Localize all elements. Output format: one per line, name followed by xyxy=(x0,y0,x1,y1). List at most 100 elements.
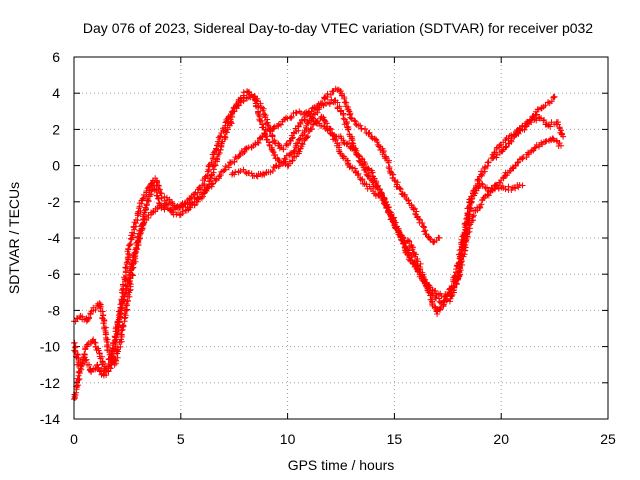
trace-marker xyxy=(352,121,359,128)
trace-marker xyxy=(514,159,521,166)
trace-marker xyxy=(221,167,228,174)
trace-marker xyxy=(194,189,201,196)
trace-marker xyxy=(461,232,468,239)
trace-marker xyxy=(72,347,79,354)
trace-marker xyxy=(340,139,347,146)
x-tick-label: 0 xyxy=(70,431,78,447)
y-tick-label: -14 xyxy=(40,411,60,427)
trace-marker xyxy=(491,149,498,156)
data-point xyxy=(293,153,300,160)
trace-marker xyxy=(223,129,230,136)
trace-marker xyxy=(437,304,444,311)
trace-marker xyxy=(492,181,499,188)
y-tick-label: 0 xyxy=(52,158,60,174)
data-point xyxy=(412,263,419,270)
trace-marker xyxy=(196,185,203,192)
trace-marker xyxy=(371,177,378,184)
trace-marker xyxy=(132,252,139,259)
x-tick-label: 20 xyxy=(493,431,509,447)
trace-marker xyxy=(308,115,315,122)
data-point xyxy=(551,93,558,100)
trace-marker xyxy=(406,238,413,245)
trace-marker xyxy=(521,126,528,133)
trace-marker xyxy=(225,164,232,171)
trace-marker xyxy=(73,315,80,322)
trace-marker xyxy=(376,143,383,150)
trace-marker xyxy=(276,162,283,169)
trace-marker xyxy=(131,249,138,256)
trace-marker xyxy=(505,135,512,142)
trace-marker xyxy=(427,235,434,242)
trace-marker xyxy=(231,158,238,165)
trace-marker xyxy=(412,210,419,217)
trace-marker xyxy=(107,360,114,367)
trace-marker xyxy=(417,260,424,267)
trace-marker xyxy=(465,211,472,218)
trace-marker xyxy=(288,113,295,120)
trace-marker xyxy=(113,357,120,364)
trace-marker xyxy=(411,251,418,258)
trace-marker xyxy=(547,123,554,130)
trace-marker xyxy=(86,361,93,368)
trace-marker xyxy=(359,177,366,184)
data-point xyxy=(370,187,377,194)
trace-marker xyxy=(309,114,316,121)
trace-marker xyxy=(127,240,134,247)
y-tick-label: -6 xyxy=(48,266,61,282)
trace-marker xyxy=(84,341,91,348)
trace-marker xyxy=(533,117,540,124)
y-tick-label: -12 xyxy=(40,375,60,391)
trace-marker xyxy=(143,188,150,195)
trace-marker xyxy=(324,90,331,97)
trace-marker xyxy=(384,204,391,211)
data-point xyxy=(246,169,253,176)
data-point xyxy=(254,173,261,180)
trace-marker xyxy=(347,114,354,121)
x-axis-title: GPS time / hours xyxy=(288,457,395,473)
trace-marker xyxy=(85,314,92,321)
trace-marker xyxy=(290,148,297,155)
trace-marker xyxy=(550,136,557,143)
trace-marker xyxy=(176,212,183,219)
trace-marker xyxy=(351,117,358,124)
data-point xyxy=(94,361,101,368)
trace-marker xyxy=(269,167,276,174)
trace-marker xyxy=(288,114,295,121)
trace-marker xyxy=(289,157,296,164)
trace-marker xyxy=(397,186,404,193)
trace-marker xyxy=(556,139,563,146)
trace-marker xyxy=(229,108,236,115)
trace-marker xyxy=(310,110,317,117)
trace-marker xyxy=(321,95,328,102)
trace-marker xyxy=(522,124,529,131)
trace-marker xyxy=(531,145,538,152)
trace-marker xyxy=(114,354,121,361)
trace-marker xyxy=(355,170,362,177)
trace-marker xyxy=(232,103,239,110)
trace-marker xyxy=(145,198,152,205)
trace-marker xyxy=(542,138,549,145)
trace-marker xyxy=(191,190,198,197)
trace-marker xyxy=(420,223,427,230)
data-points xyxy=(71,85,567,403)
trace-marker xyxy=(205,162,212,169)
trace-marker xyxy=(467,201,474,208)
trace-marker xyxy=(203,173,210,180)
trace-marker xyxy=(326,101,333,108)
trace-marker xyxy=(503,172,510,179)
trace-marker xyxy=(331,131,338,138)
trace-marker xyxy=(213,145,220,152)
trace-marker xyxy=(228,111,235,118)
trace-marker xyxy=(100,320,107,327)
trace-marker xyxy=(390,214,397,221)
trace-marker xyxy=(493,154,500,161)
trace-marker xyxy=(363,181,370,188)
trace-marker xyxy=(206,178,213,185)
trace-marker xyxy=(210,163,217,170)
trace-marker xyxy=(211,161,218,168)
trace-marker xyxy=(116,314,123,321)
grid xyxy=(74,57,608,419)
data-point xyxy=(126,242,133,249)
